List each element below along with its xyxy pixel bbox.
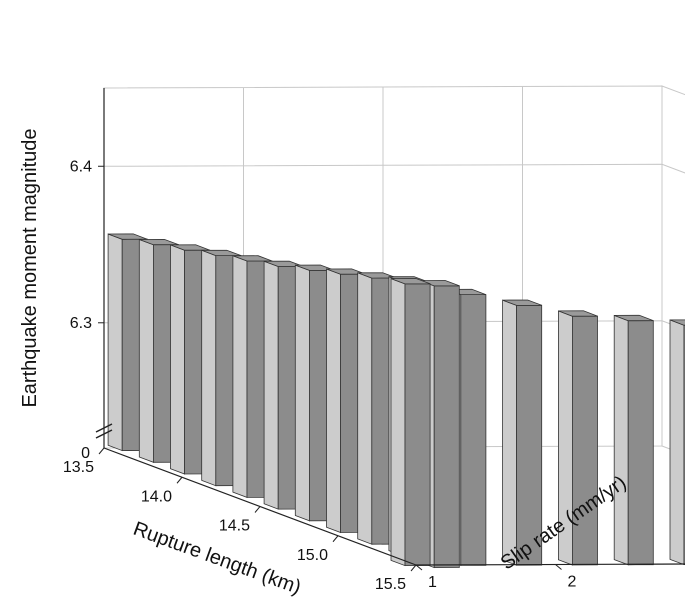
axis-break-mark bbox=[95, 429, 113, 439]
y-tick-label: 6.3 bbox=[70, 315, 92, 332]
x-tick-label: 14.5 bbox=[219, 518, 250, 535]
x-tick-label: 15.0 bbox=[297, 547, 328, 564]
x-tick-label: 15.5 bbox=[375, 576, 406, 593]
x-tick-label: 14.0 bbox=[141, 488, 172, 505]
z-tick-label: 1 bbox=[428, 574, 437, 591]
bar-face-top bbox=[390, 278, 431, 285]
bar-face-front bbox=[201, 249, 217, 487]
bar-face-front bbox=[502, 299, 517, 566]
bar-face-front bbox=[170, 244, 186, 475]
y-tick-label: 6.4 bbox=[70, 158, 92, 175]
grid-line-y bbox=[103, 163, 685, 174]
y-axis-title: Earthquake moment magnitude bbox=[19, 128, 41, 407]
bar-face-top bbox=[558, 310, 598, 317]
bar-face-top bbox=[669, 319, 685, 326]
x-tick bbox=[98, 447, 105, 455]
bar-face-top bbox=[614, 314, 654, 322]
bar-face-front bbox=[326, 268, 342, 534]
x-tick bbox=[332, 535, 339, 543]
x-tick bbox=[410, 564, 417, 572]
x-axis-title: Rupture length (km) bbox=[130, 518, 304, 599]
bar-face-side bbox=[627, 320, 654, 566]
z-axis-line bbox=[415, 563, 685, 566]
bar-face-front bbox=[390, 278, 406, 567]
bar-face-front bbox=[357, 272, 373, 545]
x-tick-label: 13.5 bbox=[63, 459, 94, 476]
bar-slip-2.6 bbox=[613, 314, 654, 566]
bar-face-side bbox=[516, 304, 543, 566]
z-tick bbox=[555, 564, 562, 570]
bar-slip-2.2 bbox=[558, 310, 598, 566]
x-tick bbox=[176, 476, 183, 484]
bar-slip-1.8 bbox=[502, 299, 543, 566]
axis-break-mark bbox=[95, 423, 113, 433]
bar-face-front bbox=[107, 233, 123, 452]
bar-face-front bbox=[138, 238, 154, 463]
bar-face-side bbox=[404, 283, 431, 567]
bar-face-front bbox=[232, 255, 248, 498]
bar-face-front bbox=[613, 314, 629, 566]
bar-face-front bbox=[669, 319, 685, 566]
bar-face-front bbox=[263, 260, 279, 510]
z-tick bbox=[415, 564, 423, 571]
bars-layer bbox=[107, 233, 685, 569]
y-tick-label: 0 bbox=[81, 445, 90, 462]
x-tick bbox=[254, 506, 261, 513]
bar-slip-1 bbox=[390, 278, 431, 567]
bar-slip-3 bbox=[669, 319, 685, 566]
bar-face-side bbox=[433, 285, 460, 569]
bar-face-top bbox=[502, 299, 542, 306]
bar-face-side bbox=[460, 294, 487, 566]
bar-face-front bbox=[294, 264, 310, 522]
z-tick-label: 2 bbox=[568, 574, 577, 591]
